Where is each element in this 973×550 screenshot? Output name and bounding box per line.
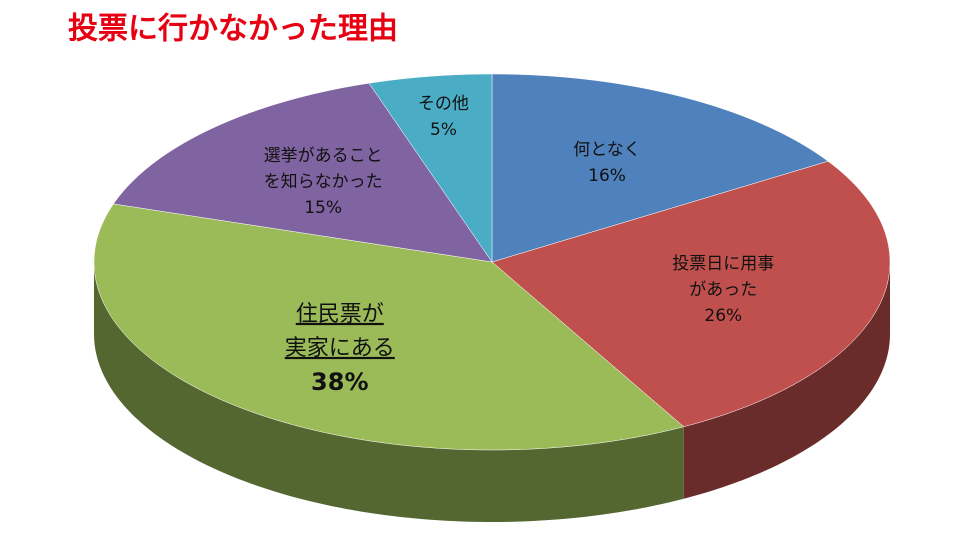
value-label: 15%	[304, 198, 342, 218]
value-label: 38%	[311, 368, 368, 396]
slice-label: その他	[418, 94, 469, 114]
slice-label: を知らなかった	[264, 172, 383, 192]
slice-label: 実家にある	[285, 336, 395, 361]
slice	[113, 82, 493, 263]
value-label: 26%	[704, 306, 742, 326]
slice-label: 何となく	[573, 140, 641, 160]
slice	[368, 73, 493, 263]
value-label: 16%	[588, 166, 626, 186]
slice	[93, 203, 685, 451]
slice-label: 選挙があること	[264, 146, 383, 166]
slice-label: 投票日に用事	[672, 254, 774, 274]
slice-side	[683, 262, 890, 499]
chart-title: 投票に行かなかった理由	[68, 12, 398, 47]
slice-side	[94, 262, 684, 522]
slice	[491, 160, 891, 428]
value-label: 5%	[430, 120, 457, 140]
slice-label: があった	[689, 280, 757, 300]
slice	[491, 73, 829, 263]
slice-label: 住民票が	[296, 302, 384, 327]
